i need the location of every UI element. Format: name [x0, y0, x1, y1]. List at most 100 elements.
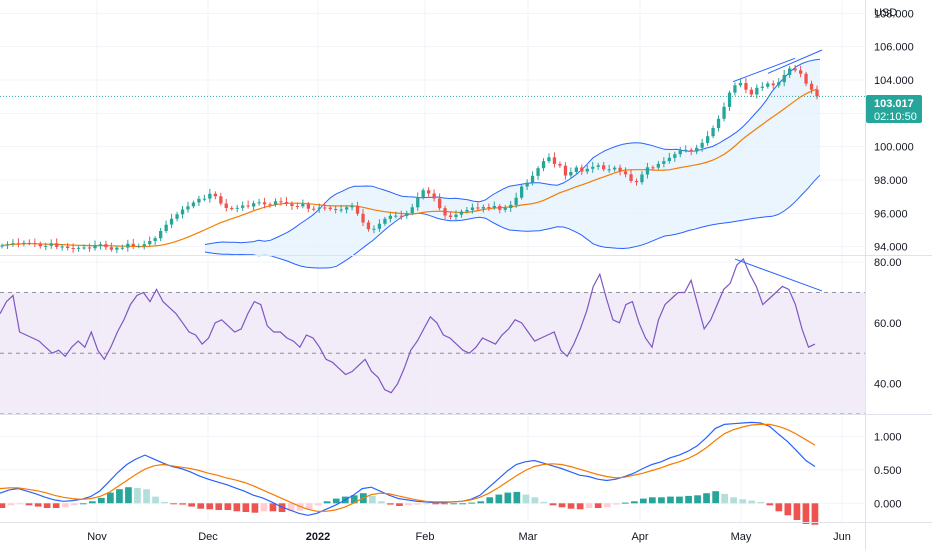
candle-body[interactable]: [623, 171, 628, 175]
candle-body[interactable]: [66, 246, 70, 249]
candle-body[interactable]: [525, 182, 529, 187]
candle-body[interactable]: [733, 85, 737, 93]
candle-body[interactable]: [432, 193, 436, 199]
candle-body[interactable]: [771, 83, 775, 86]
candle-body[interactable]: [602, 165, 606, 170]
candle-body[interactable]: [766, 83, 770, 87]
candle-body[interactable]: [290, 203, 294, 206]
candle-body[interactable]: [782, 75, 786, 83]
candle-body[interactable]: [421, 190, 425, 197]
candle-body[interactable]: [361, 213, 365, 223]
price-axis[interactable]: 108.000106.000104.000102.000100.00098.00…: [874, 8, 914, 510]
candle-body[interactable]: [634, 181, 639, 183]
candle-body[interactable]: [115, 247, 119, 250]
candle-body[interactable]: [716, 118, 721, 128]
candle-body[interactable]: [202, 198, 207, 200]
candle-body[interactable]: [454, 214, 458, 217]
candle-body[interactable]: [459, 211, 464, 215]
candle-body[interactable]: [312, 208, 316, 210]
candle-body[interactable]: [241, 205, 245, 208]
candle-body[interactable]: [164, 224, 168, 231]
candle-body[interactable]: [16, 243, 21, 245]
candle-body[interactable]: [262, 202, 267, 205]
candle-body[interactable]: [169, 218, 174, 225]
candle-body[interactable]: [416, 197, 420, 208]
candle-body[interactable]: [427, 190, 431, 194]
candle-body[interactable]: [476, 207, 480, 209]
time-axis[interactable]: Nov Dec 2022 Feb Mar Apr May Jun: [87, 531, 851, 543]
candle-body[interactable]: [727, 92, 732, 107]
candle-body[interactable]: [804, 73, 808, 84]
candle-body[interactable]: [793, 68, 797, 71]
candle-body[interactable]: [448, 215, 453, 218]
candle-body[interactable]: [777, 82, 781, 86]
candle-body[interactable]: [563, 165, 568, 176]
candle-body[interactable]: [383, 218, 387, 224]
candle-body[interactable]: [629, 174, 633, 181]
candle-body[interactable]: [487, 207, 491, 208]
candle-body[interactable]: [541, 161, 546, 169]
candle-body[interactable]: [405, 213, 409, 216]
candle-body[interactable]: [366, 222, 371, 230]
candle-body[interactable]: [334, 209, 338, 210]
candle-body[interactable]: [104, 244, 108, 248]
candle-body[interactable]: [252, 203, 256, 207]
candle-body[interactable]: [120, 247, 124, 249]
candle-body[interactable]: [738, 83, 743, 86]
candle-body[interactable]: [197, 198, 201, 203]
candle-body[interactable]: [591, 166, 595, 169]
candlesticks[interactable]: [0, 65, 819, 254]
candle-body[interactable]: [509, 204, 513, 208]
candle-body[interactable]: [662, 161, 666, 164]
candle-body[interactable]: [268, 204, 272, 206]
candle-body[interactable]: [191, 202, 196, 207]
candle-body[interactable]: [481, 207, 485, 209]
candle-body[interactable]: [323, 207, 327, 209]
candle-body[interactable]: [328, 207, 332, 209]
candle-body[interactable]: [530, 175, 535, 183]
candle-body[interactable]: [689, 149, 693, 152]
candle-body[interactable]: [137, 246, 141, 247]
candle-body[interactable]: [273, 201, 278, 205]
candle-body[interactable]: [607, 169, 611, 171]
candle-body[interactable]: [38, 243, 42, 247]
candle-body[interactable]: [246, 205, 250, 207]
candle-body[interactable]: [465, 210, 469, 212]
candle-body[interactable]: [574, 167, 578, 173]
candle-body[interactable]: [443, 208, 447, 216]
candle-body[interactable]: [678, 150, 682, 155]
candle-body[interactable]: [126, 243, 130, 248]
candle-body[interactable]: [93, 245, 97, 249]
candle-body[interactable]: [175, 214, 179, 219]
candle-body[interactable]: [492, 206, 496, 208]
candle-body[interactable]: [0, 245, 4, 247]
candle-body[interactable]: [82, 247, 86, 249]
candle-body[interactable]: [284, 202, 289, 204]
candle-body[interactable]: [722, 106, 726, 119]
candle-body[interactable]: [749, 89, 753, 95]
candle-body[interactable]: [306, 204, 310, 209]
candle-body[interactable]: [470, 207, 475, 211]
candle-body[interactable]: [755, 87, 759, 95]
candle-body[interactable]: [651, 167, 655, 169]
candle-body[interactable]: [613, 167, 617, 170]
candle-body[interactable]: [536, 168, 540, 176]
candle-body[interactable]: [799, 70, 803, 74]
candle-body[interactable]: [60, 246, 64, 248]
candle-body[interactable]: [372, 228, 376, 230]
candle-body[interactable]: [552, 157, 557, 164]
candle-body[interactable]: [27, 242, 31, 244]
candle-body[interactable]: [33, 243, 37, 245]
candle-body[interactable]: [569, 172, 573, 176]
candle-body[interactable]: [71, 248, 75, 249]
candle-body[interactable]: [153, 238, 157, 241]
candle-body[interactable]: [684, 149, 688, 151]
candle-body[interactable]: [377, 223, 382, 229]
candle-body[interactable]: [503, 208, 507, 210]
candle-body[interactable]: [640, 174, 644, 183]
candle-body[interactable]: [235, 207, 239, 209]
candle-body[interactable]: [695, 147, 699, 152]
